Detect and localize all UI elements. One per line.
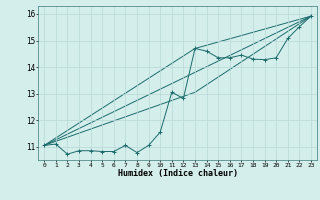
X-axis label: Humidex (Indice chaleur): Humidex (Indice chaleur) [118, 169, 238, 178]
